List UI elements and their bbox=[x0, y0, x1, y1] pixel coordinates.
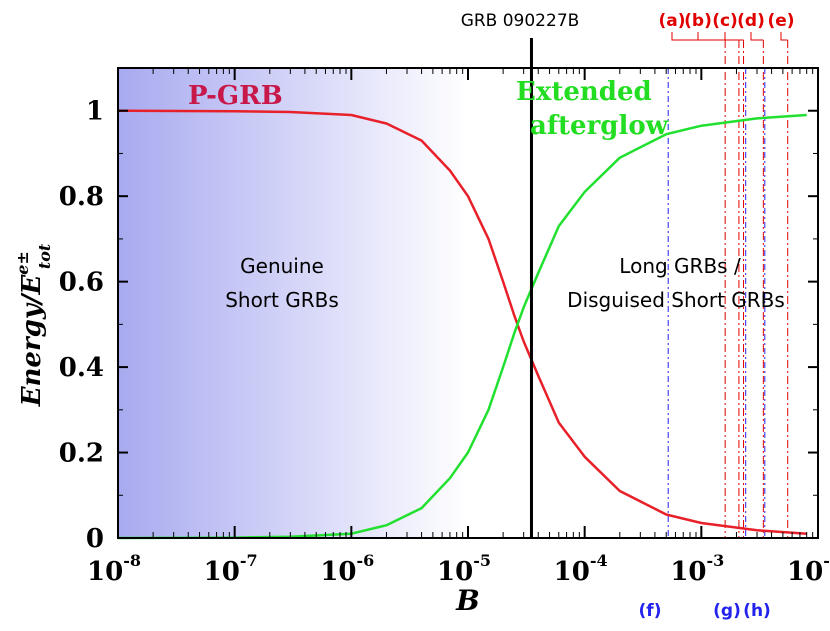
x-tick-label: 10-7 bbox=[204, 551, 258, 587]
marker-connector-e bbox=[780, 32, 788, 41]
x-tick-label: 10-8 bbox=[87, 551, 141, 587]
series-line-pgrb bbox=[117, 109, 807, 535]
series-label-afterglow-line1: Extended bbox=[516, 77, 652, 107]
x-tick-label: 10-5 bbox=[437, 551, 491, 587]
marker-connector-b bbox=[697, 32, 739, 41]
grb-090227b-label: GRB 090227B bbox=[461, 11, 580, 31]
marker-label-b: (b) bbox=[684, 11, 712, 31]
series-lines bbox=[117, 109, 807, 540]
series-label-afterglow: Extended afterglow bbox=[516, 77, 669, 141]
marker-label-c: (c) bbox=[712, 11, 738, 31]
marker-label-a: (a) bbox=[658, 11, 685, 31]
y-axis-label: Energy/Ee± tot bbox=[13, 243, 54, 407]
y-tick-label: 1 bbox=[86, 97, 104, 127]
marker-label-f: (f) bbox=[639, 601, 662, 621]
region-long-line2: Disguised Short GRBs bbox=[567, 288, 785, 312]
x-tick-label: 10-2 bbox=[787, 551, 830, 587]
genuine-short-region-shading bbox=[118, 68, 468, 538]
x-axis-label: B bbox=[455, 584, 480, 617]
y-tick-label: 0 bbox=[86, 524, 104, 554]
marker-connector-d bbox=[750, 32, 764, 41]
axis-ticks: 0 0.2 0.4 0.6 0.8 1 10-8 10-7 10-6 10-5 10-4 10-3 10… bbox=[59, 67, 830, 587]
marker-label-h: (h) bbox=[743, 601, 771, 621]
series-line-afterglow bbox=[117, 113, 807, 540]
series-label-pgrb: P-GRB bbox=[188, 81, 283, 111]
marker-connector-c bbox=[724, 32, 744, 41]
x-tick-label: 10-3 bbox=[670, 551, 724, 587]
region-genuine-line1: Genuine bbox=[240, 254, 324, 278]
marker-connector-a bbox=[671, 32, 726, 41]
marker-labels: (a)(b) (c) (d) (e) (f) (g) (h) bbox=[639, 11, 795, 621]
region-long-line1: Long GRBs / bbox=[619, 254, 741, 278]
y-tick-label: 0.2 bbox=[59, 439, 104, 469]
marker-label-e: (e) bbox=[767, 11, 794, 31]
marker-label-d: (d) bbox=[737, 11, 765, 31]
y-tick-label: 0.8 bbox=[59, 182, 104, 212]
x-tick-label: 10-6 bbox=[320, 551, 374, 587]
marker-lines bbox=[667, 32, 789, 538]
y-tick-label: 0.4 bbox=[59, 353, 104, 383]
region-genuine-line2: Short GRBs bbox=[225, 288, 339, 312]
x-tick-label: 10-4 bbox=[554, 551, 608, 587]
series-label-afterglow-line2: afterglow bbox=[530, 111, 669, 141]
y-tick-label: 0.6 bbox=[59, 268, 104, 298]
marker-label-g: (g) bbox=[713, 601, 741, 621]
